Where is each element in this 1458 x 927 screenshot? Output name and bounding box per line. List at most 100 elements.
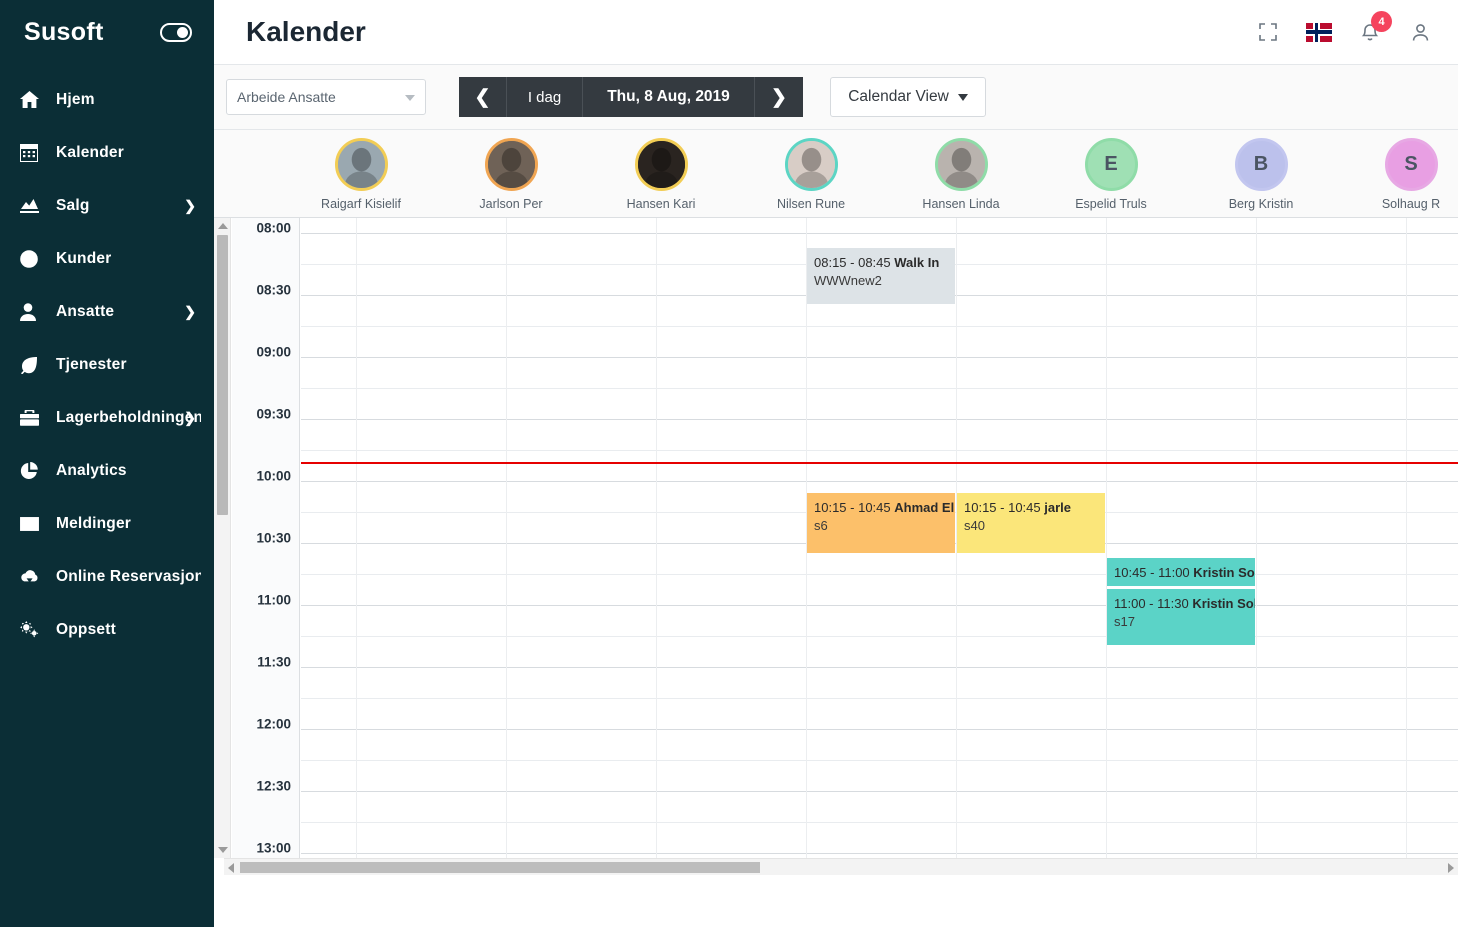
smiley-icon: [20, 248, 50, 270]
sidebar-item-kunder[interactable]: Kunder: [0, 232, 214, 285]
calendar-event[interactable]: 10:15 - 10:45 Ahmad ElBs6: [807, 493, 955, 553]
staff-column-header[interactable]: Hansen Linda: [886, 130, 1036, 217]
grid-vline: [956, 218, 957, 858]
grid-hline: [301, 605, 1458, 606]
sidebar: Susoft Hjem Kalender Salg ❯ Kunder Ansatte ❯ Tj…: [0, 0, 214, 927]
grid-hline: [301, 729, 1458, 730]
page-title: Kalender: [246, 16, 366, 47]
sidebar-item-lagerbeholdningen[interactable]: Lagerbeholdningen ❯: [0, 391, 214, 444]
grid-hline: [301, 667, 1458, 668]
event-time-range: 11:00 - 11:30: [1114, 596, 1189, 611]
current-date-label[interactable]: Thu, 8 Aug, 2019: [583, 77, 755, 117]
sidebar-item-online-reservasjon[interactable]: Online Reservasjon: [0, 550, 214, 603]
horizontal-scrollbar[interactable]: [224, 858, 1458, 875]
horizontal-scroll-thumb[interactable]: [240, 862, 760, 873]
chevron-down-icon: [405, 95, 415, 101]
user-circle-icon[interactable]: [1408, 20, 1432, 44]
event-time-range: 10:15 - 10:45: [964, 500, 1041, 515]
calendar-event[interactable]: 08:15 - 08:45 Walk In WWWnew2: [807, 248, 955, 304]
staff-column-header[interactable]: Raigarf Kisielif: [286, 130, 436, 217]
sidebar-item-label: Online Reservasjon: [56, 567, 201, 585]
avatar[interactable]: B: [1234, 138, 1288, 191]
sidebar-collapse-toggle[interactable]: [160, 22, 192, 42]
staff-filter-value: Arbeide Ansatte: [237, 89, 336, 105]
calendar-toolbar: Arbeide Ansatte ❮ I dag Thu, 8 Aug, 2019…: [214, 64, 1458, 130]
grid-hline: [301, 791, 1458, 792]
grid-hline: [301, 450, 1458, 451]
grid-hline: [301, 760, 1458, 761]
avatar[interactable]: S: [1384, 138, 1438, 191]
sidebar-nav: Hjem Kalender Salg ❯ Kunder Ansatte ❯ Tjenester…: [0, 73, 214, 656]
event-header: 10:15 - 10:45 Ahmad ElB: [814, 499, 955, 517]
staff-column-header[interactable]: E Espelid Truls: [1036, 130, 1186, 217]
grid-hline: [301, 698, 1458, 699]
chevron-right-icon: ❯: [184, 409, 196, 425]
staff-column-header[interactable]: S Solhaug R: [1336, 130, 1458, 217]
event-time-range: 10:45 - 11:00: [1114, 565, 1190, 580]
sidebar-item-kalender[interactable]: Kalender: [0, 126, 214, 179]
calendar-event[interactable]: 10:15 - 10:45 jarle s40: [957, 493, 1105, 553]
time-gutter: 08:00 08:30 09:00 09:30 10:00 10:30 11:00 11:30…: [232, 218, 300, 858]
avatar[interactable]: [334, 138, 388, 191]
staff-column-header[interactable]: B Berg Kristin: [1186, 130, 1336, 217]
sidebar-item-ansatte[interactable]: Ansatte ❯: [0, 285, 214, 338]
sidebar-item-hjem[interactable]: Hjem: [0, 73, 214, 126]
scroll-down-arrow-icon[interactable]: [218, 847, 228, 853]
staff-header: Raigarf Kisielif Jarlson Per Hansen Kari Ni…: [214, 130, 1458, 218]
calendar-grid[interactable]: 08:15 - 08:45 Walk In WWWnew2 10:15 - 10:4…: [301, 218, 1458, 858]
calendar-event[interactable]: 10:45 - 11:00 Kristin Solh: [1107, 558, 1255, 586]
event-time-range: 08:15 - 08:45: [814, 255, 891, 270]
time-label: 09:30: [256, 406, 291, 422]
time-label: 12:30: [256, 778, 291, 794]
avatar[interactable]: [934, 138, 988, 191]
avatar[interactable]: E: [1084, 138, 1138, 191]
avatar[interactable]: [634, 138, 688, 191]
cogs-icon: [20, 619, 50, 641]
prev-day-button[interactable]: ❮: [459, 77, 507, 117]
sidebar-item-analytics[interactable]: Analytics: [0, 444, 214, 497]
sidebar-item-oppsett[interactable]: Oppsett: [0, 603, 214, 656]
time-label: 08:00: [256, 220, 291, 236]
brand-name: Susoft: [24, 17, 104, 46]
user-icon: [20, 301, 50, 323]
staff-name: Berg Kristin: [1228, 197, 1294, 211]
brand-row: Susoft: [0, 0, 214, 64]
grid-vline: [656, 218, 657, 858]
bell-icon[interactable]: 4: [1358, 11, 1392, 44]
chevron-right-icon: ❯: [184, 303, 196, 319]
calendar-view-dropdown[interactable]: Calendar View: [830, 77, 986, 117]
vertical-scrollbar[interactable]: [214, 218, 231, 858]
calendar-event[interactable]: 11:00 - 11:30 Kristin Solhs17: [1107, 589, 1255, 645]
event-title: jarle: [1044, 500, 1071, 515]
expand-icon[interactable]: [1256, 20, 1280, 44]
sidebar-item-label: Kalender: [56, 143, 124, 161]
staff-name: Raigarf Kisielif: [321, 197, 401, 211]
avatar[interactable]: [484, 138, 538, 191]
sidebar-item-label: Lagerbeholdningen: [56, 408, 201, 426]
pie-chart-icon: [20, 460, 50, 482]
next-day-button[interactable]: ❯: [755, 77, 803, 117]
avatar[interactable]: [784, 138, 838, 191]
calendar-icon: [20, 142, 50, 164]
staff-column-header[interactable]: Jarlson Per: [436, 130, 586, 217]
time-label: 09:00: [256, 344, 291, 360]
sidebar-item-tjenester[interactable]: Tjenester: [0, 338, 214, 391]
sidebar-item-salg[interactable]: Salg ❯: [0, 179, 214, 232]
chevron-right-icon: ❯: [184, 197, 196, 213]
scroll-left-arrow-icon[interactable]: [228, 863, 234, 873]
scroll-up-arrow-icon[interactable]: [218, 223, 228, 229]
grid-vline: [1256, 218, 1257, 858]
grid-vline: [806, 218, 807, 858]
event-header: 10:45 - 11:00 Kristin Solh: [1114, 564, 1255, 582]
staff-column-header[interactable]: Hansen Kari: [586, 130, 736, 217]
time-label: 10:00: [256, 468, 291, 484]
vertical-scroll-thumb[interactable]: [217, 235, 228, 515]
today-button[interactable]: I dag: [507, 77, 583, 117]
staff-column-header[interactable]: Nilsen Rune: [736, 130, 886, 217]
sidebar-item-meldinger[interactable]: Meldinger: [0, 497, 214, 550]
event-subtitle: WWWnew2: [814, 272, 882, 288]
norway-flag-icon[interactable]: [1306, 22, 1332, 42]
scroll-right-arrow-icon[interactable]: [1448, 863, 1454, 873]
grid-vline: [1406, 218, 1407, 858]
staff-filter-select[interactable]: Arbeide Ansatte: [226, 79, 426, 115]
